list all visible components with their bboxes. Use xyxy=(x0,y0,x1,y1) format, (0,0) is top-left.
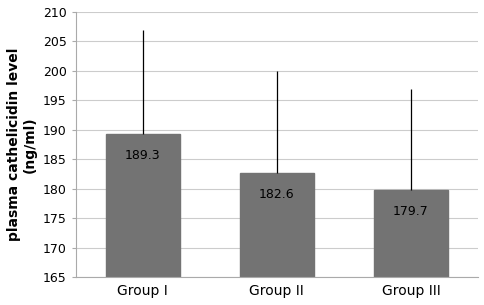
Bar xyxy=(373,191,447,277)
Bar xyxy=(240,174,313,277)
Bar xyxy=(106,134,179,277)
Y-axis label: plasma cathelicidin level
(ng/ml): plasma cathelicidin level (ng/ml) xyxy=(7,48,37,241)
Text: 182.6: 182.6 xyxy=(258,188,294,201)
Text: 189.3: 189.3 xyxy=(124,149,160,162)
Text: 179.7: 179.7 xyxy=(393,205,428,218)
